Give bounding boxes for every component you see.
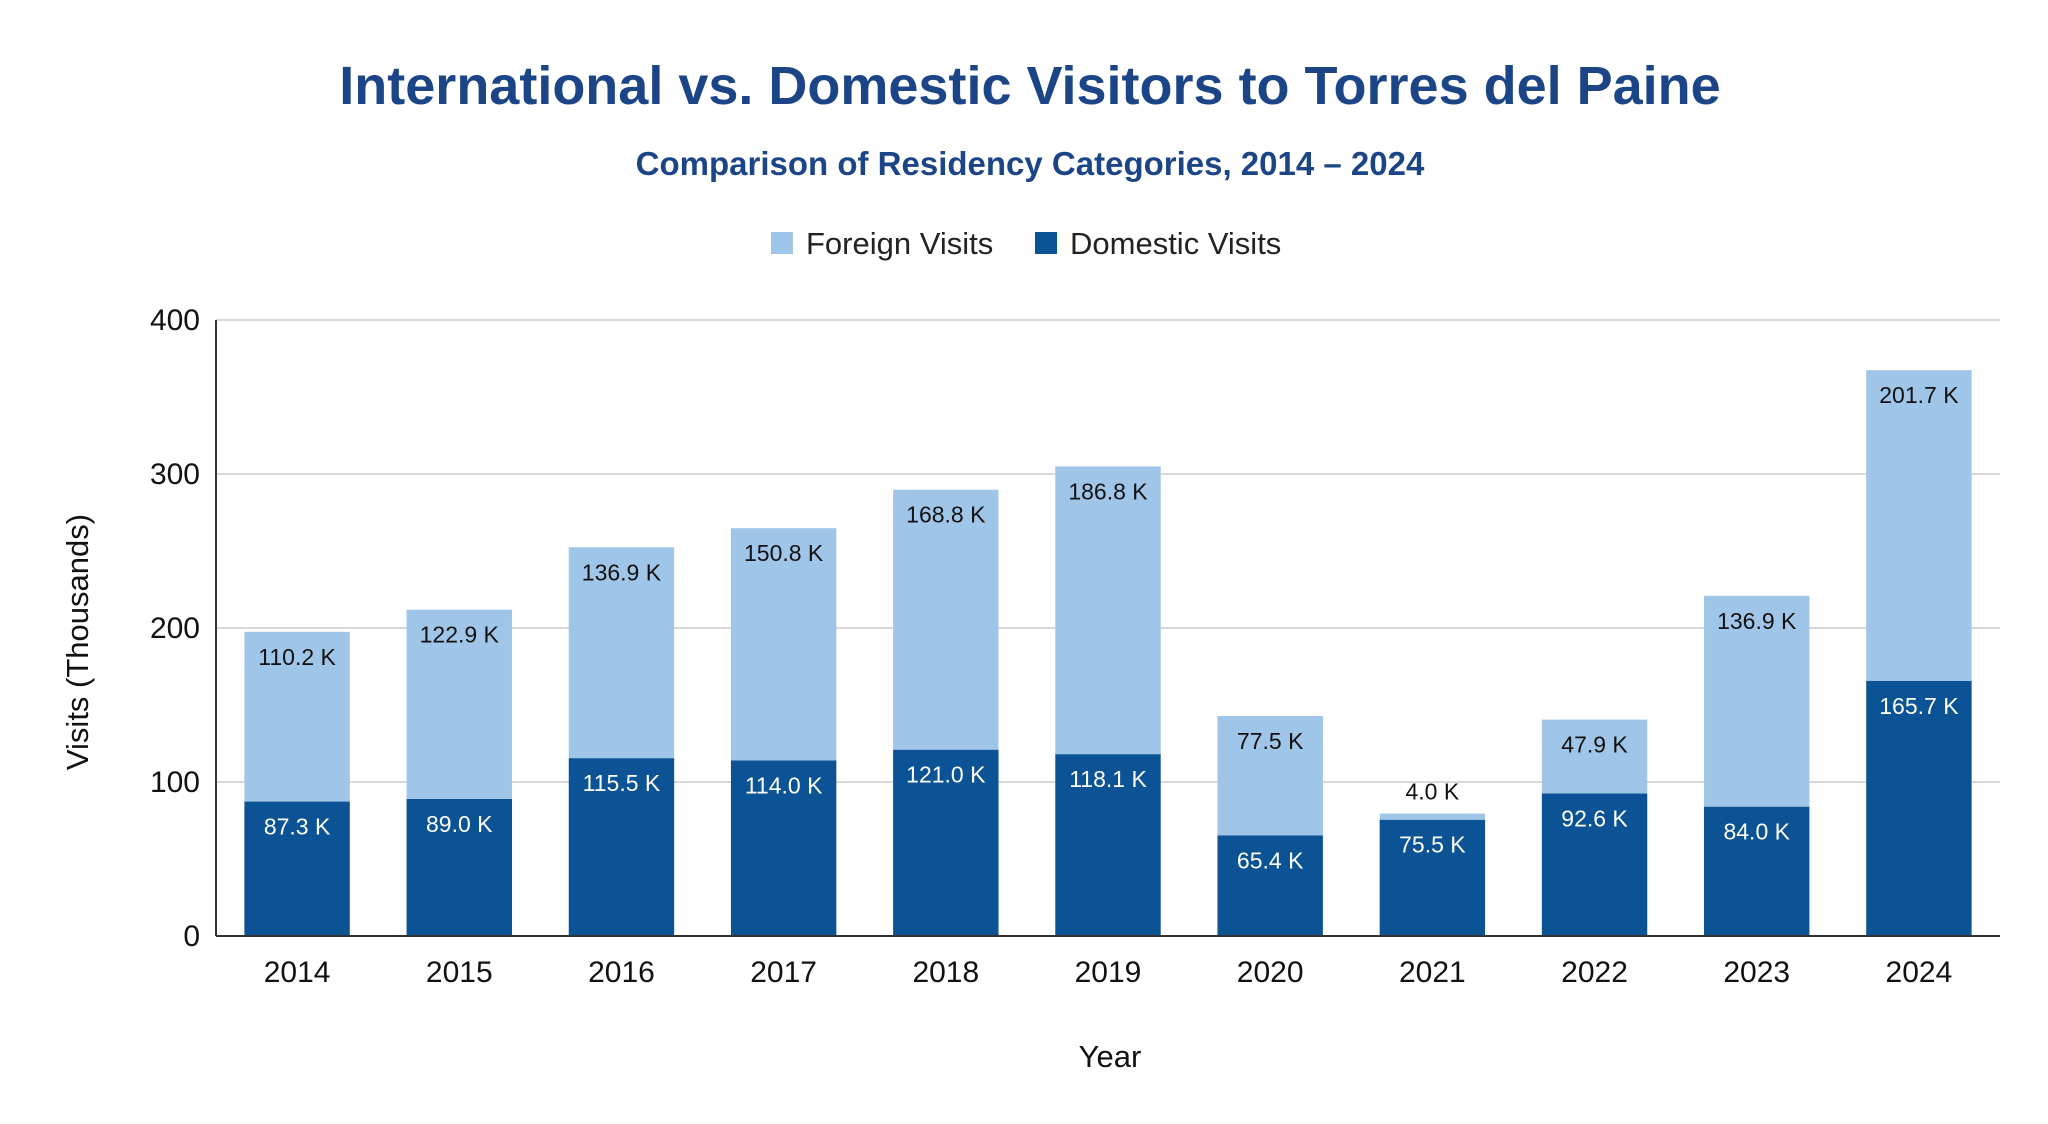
data-label-domestic-visits-2022: 92.6 K xyxy=(1561,805,1628,831)
x-tick-label-2021: 2021 xyxy=(1399,956,1466,989)
bar-domestic-visits-2023 xyxy=(1704,806,1810,936)
y-tick-label-200: 200 xyxy=(150,612,200,645)
data-label-foreign-visits-2022: 47.9 K xyxy=(1561,732,1628,758)
bar-foreign-visits-2014 xyxy=(244,631,350,802)
x-tick-label-2016: 2016 xyxy=(588,956,655,989)
bar-domestic-visits-2021 xyxy=(1379,819,1486,936)
y-tick-label-100: 100 xyxy=(150,766,200,799)
x-tick-label-2019: 2019 xyxy=(1075,956,1142,989)
data-label-domestic-visits-2020: 65.4 K xyxy=(1237,847,1304,873)
data-label-foreign-visits-2020: 77.5 K xyxy=(1237,728,1304,754)
data-label-domestic-visits-2021: 75.5 K xyxy=(1399,832,1466,858)
bar-foreign-visits-2015 xyxy=(406,609,512,799)
bar-domestic-visits-2022 xyxy=(1541,793,1648,936)
data-label-foreign-visits-2019: 186.8 K xyxy=(1068,478,1148,504)
bar-domestic-visits-2015 xyxy=(406,798,512,936)
bar-foreign-visits-2020 xyxy=(1217,715,1323,836)
y-tick-label-0: 0 xyxy=(183,920,200,953)
bar-domestic-visits-2016 xyxy=(568,758,675,936)
x-axis-ticks: 2014 2015 2016 2017 2018 2019 2020 2021 2022 2023… xyxy=(264,956,1953,989)
x-tick-label-2024: 2024 xyxy=(1886,956,1953,989)
legend-label-domestic-visits: Domestic Visits xyxy=(1070,226,1281,261)
bar-foreign-visits-2016 xyxy=(568,547,675,759)
chart-title: International vs. Domestic Visitors to T… xyxy=(339,56,1720,116)
y-tick-label-300: 300 xyxy=(150,458,200,491)
y-axis-label: Visits (Thousands) xyxy=(60,514,95,770)
x-tick-label-2014: 2014 xyxy=(264,956,331,989)
data-labels: 87.3 K 110.2 K 89.0 K 122.9 K 115.5 K 136.9 K… xyxy=(258,382,1959,873)
bar-domestic-visits-2014 xyxy=(244,801,350,936)
data-label-domestic-visits-2014: 87.3 K xyxy=(264,814,331,840)
data-label-foreign-visits-2017: 150.8 K xyxy=(744,540,824,566)
data-label-foreign-visits-2015: 122.9 K xyxy=(420,622,500,648)
x-tick-label-2022: 2022 xyxy=(1561,956,1628,989)
data-label-foreign-visits-2014: 110.2 K xyxy=(258,644,336,670)
data-label-domestic-visits-2018: 121.0 K xyxy=(906,762,986,788)
data-label-domestic-visits-2016: 115.5 K xyxy=(583,770,661,796)
bar-foreign-visits-2023 xyxy=(1704,595,1810,807)
bar-domestic-visits-2019 xyxy=(1055,754,1161,936)
data-label-domestic-visits-2017: 114.0 K xyxy=(745,772,823,798)
data-label-foreign-visits-2016: 136.9 K xyxy=(582,559,662,585)
bar-domestic-visits-2024 xyxy=(1866,680,1972,936)
x-tick-label-2017: 2017 xyxy=(750,956,817,989)
legend-swatch-foreign-visits xyxy=(771,232,793,254)
x-tick-label-2018: 2018 xyxy=(912,956,979,989)
chart-legend: Foreign Visits Domestic Visits xyxy=(771,226,1281,261)
bar-domestic-visits-2018 xyxy=(893,749,999,936)
bar-foreign-visits-2017 xyxy=(730,528,837,761)
bar-foreign-visits-2019 xyxy=(1055,466,1161,755)
data-label-foreign-visits-2021: 4.0 K xyxy=(1406,779,1460,805)
bar-foreign-visits-2021 xyxy=(1379,813,1486,820)
chart-subtitle: Comparison of Residency Categories, 2014… xyxy=(636,145,1425,182)
data-label-domestic-visits-2023: 84.0 K xyxy=(1723,819,1790,845)
data-label-domestic-visits-2024: 165.7 K xyxy=(1879,693,1959,719)
bars xyxy=(244,370,1972,936)
y-tick-label-400: 400 xyxy=(150,304,200,337)
x-tick-label-2020: 2020 xyxy=(1237,956,1304,989)
x-tick-label-2023: 2023 xyxy=(1723,956,1790,989)
data-label-foreign-visits-2023: 136.9 K xyxy=(1717,608,1797,634)
legend-swatch-domestic-visits xyxy=(1035,232,1057,254)
axes xyxy=(215,320,2000,937)
y-axis-ticks: 0 100 200 300 400 xyxy=(150,304,200,953)
bar-foreign-visits-2024 xyxy=(1866,370,1972,681)
legend-label-foreign-visits: Foreign Visits xyxy=(806,226,993,261)
x-tick-label-2015: 2015 xyxy=(426,956,493,989)
bar-foreign-visits-2018 xyxy=(893,489,999,750)
bar-domestic-visits-2017 xyxy=(730,760,837,936)
bar-domestic-visits-2020 xyxy=(1217,835,1323,936)
data-label-foreign-visits-2024: 201.7 K xyxy=(1879,382,1959,408)
data-label-domestic-visits-2019: 118.1 K xyxy=(1069,766,1147,792)
data-label-domestic-visits-2015: 89.0 K xyxy=(426,811,493,837)
bar-foreign-visits-2022 xyxy=(1541,719,1648,794)
x-axis-label: Year xyxy=(1079,1039,1142,1074)
data-label-foreign-visits-2018: 168.8 K xyxy=(906,502,986,528)
